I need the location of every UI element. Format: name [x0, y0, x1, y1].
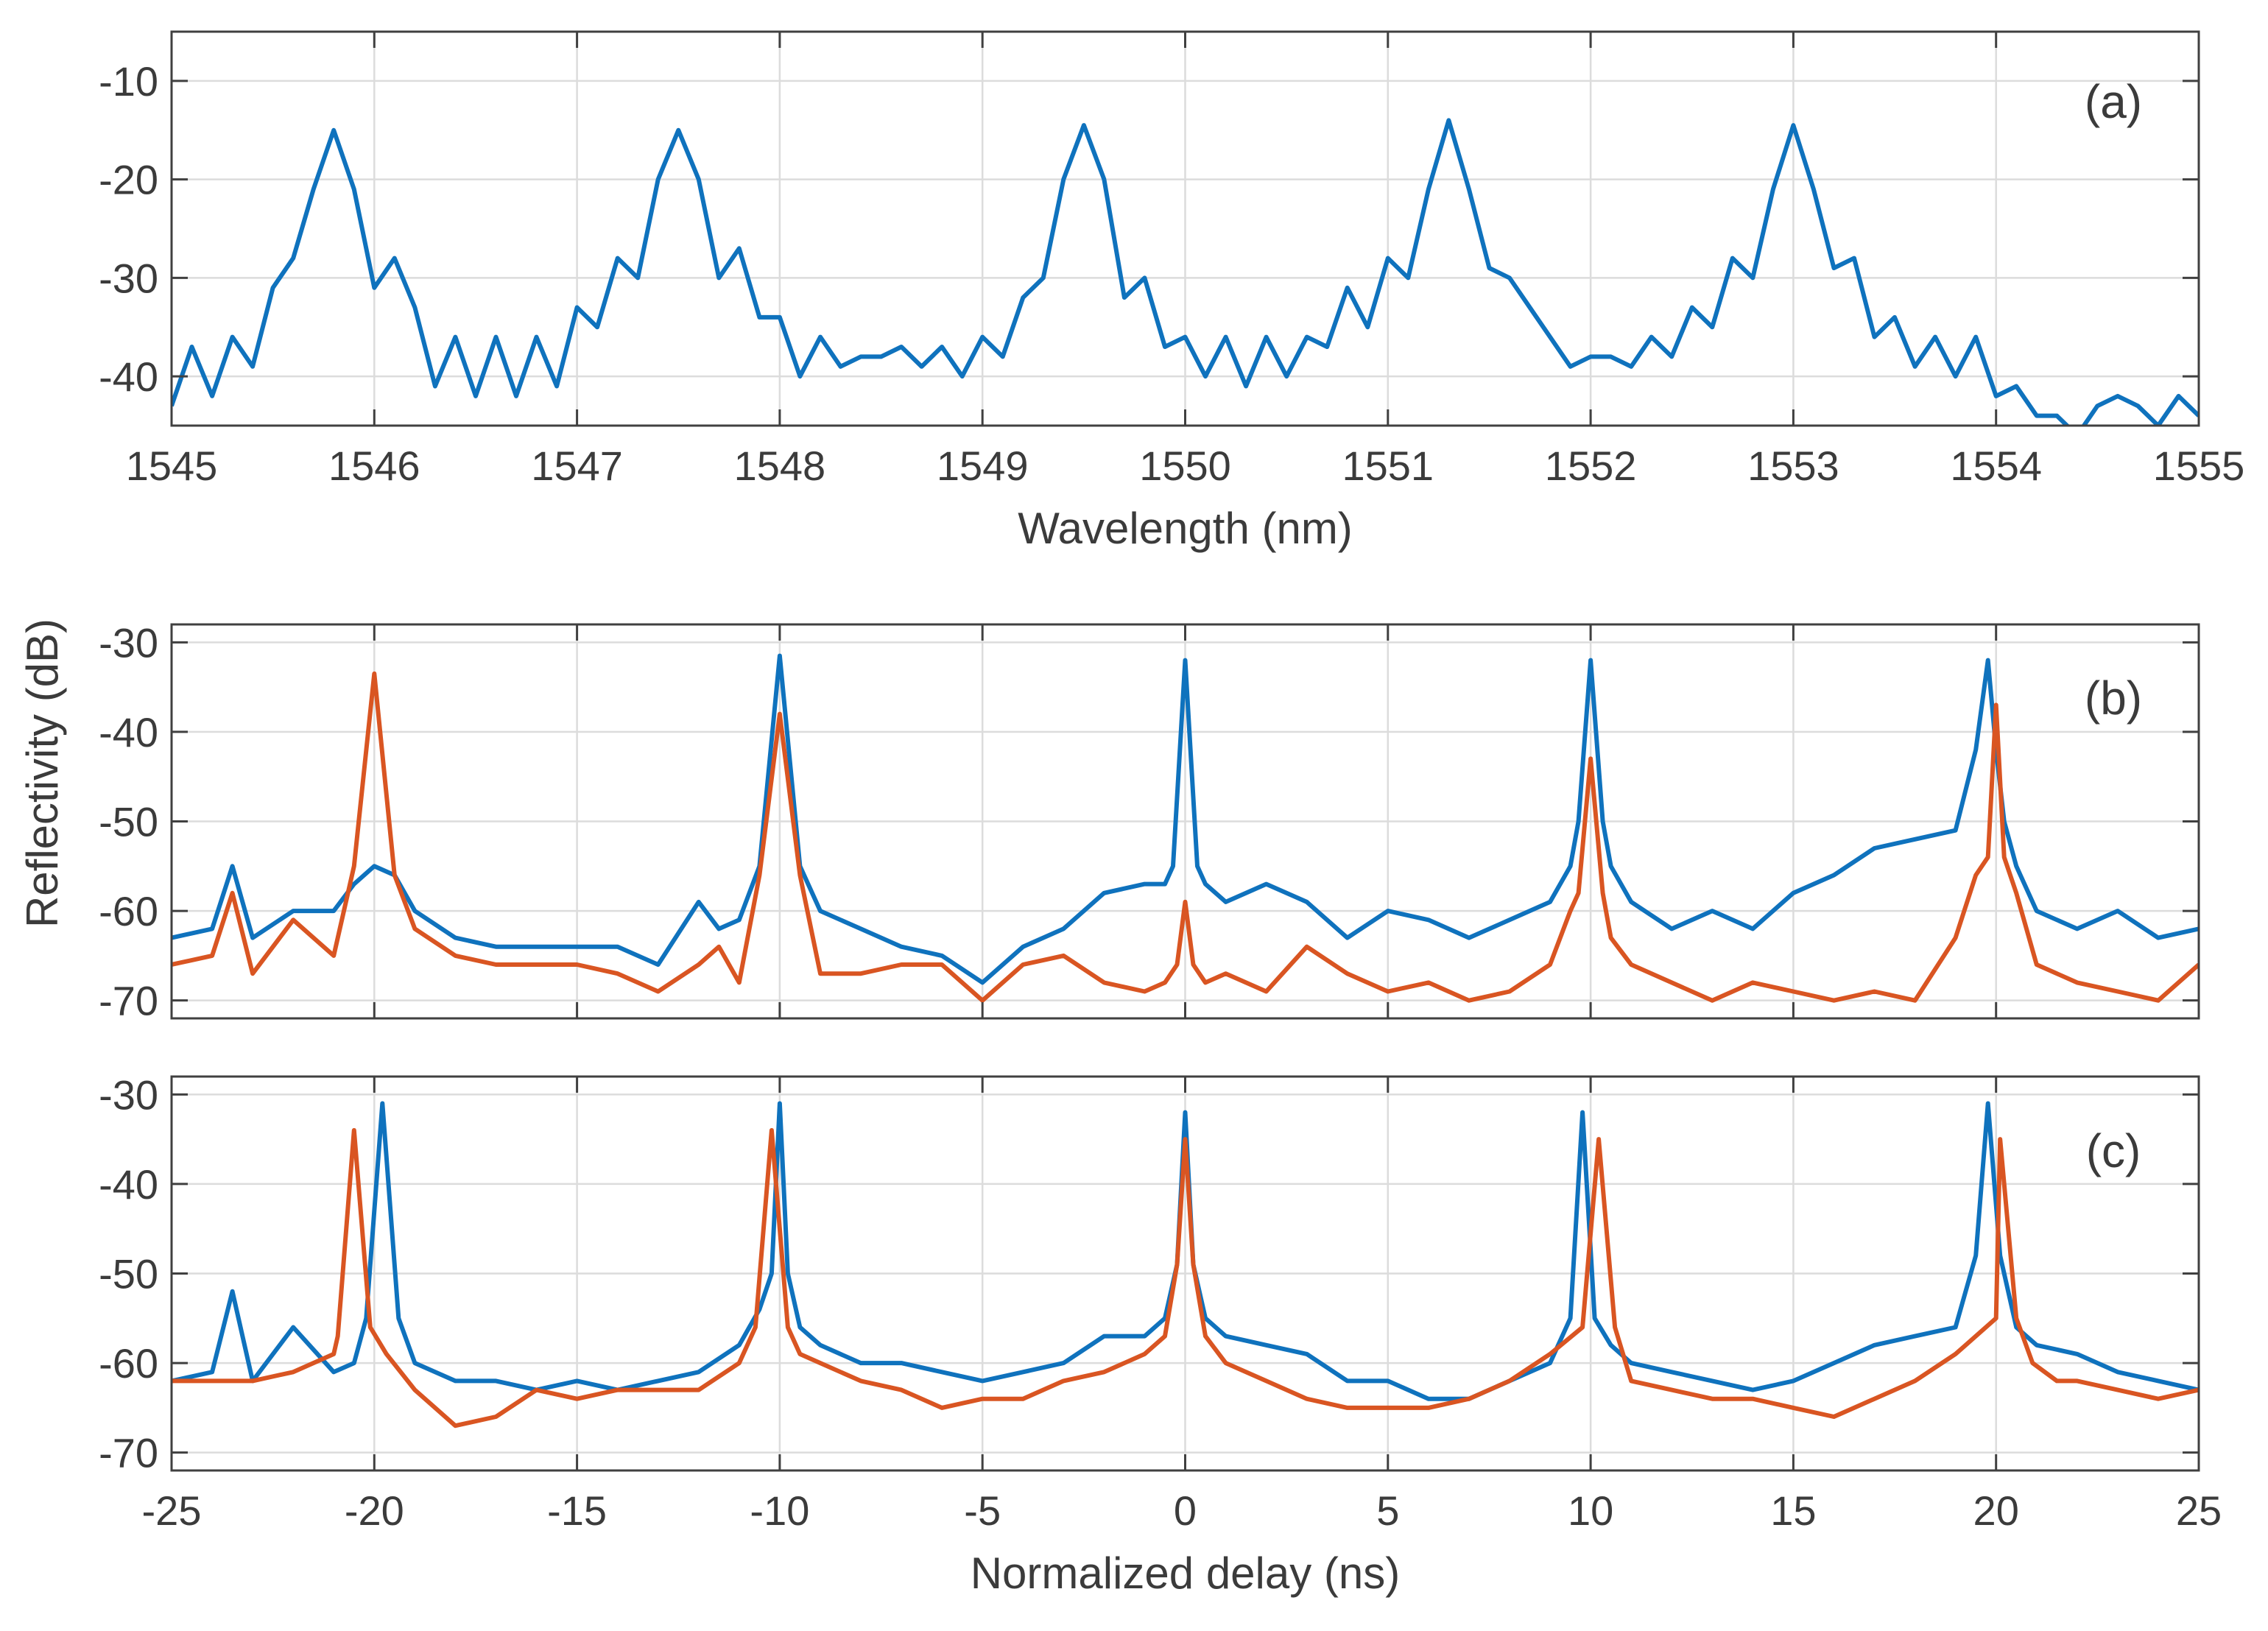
x-tick-label: 1547 [531, 443, 623, 489]
y-tick-label: -20 [99, 157, 158, 203]
series-line-2 [172, 1128, 2199, 1429]
y-tick-label: -30 [99, 619, 158, 666]
y-tick-label: -40 [99, 709, 158, 755]
x-tick-label: 1546 [328, 443, 420, 489]
series-line-1 [172, 653, 2199, 985]
x-tick-label: 1553 [1747, 443, 1839, 489]
panel-label: (a) [2085, 75, 2142, 128]
y-tick-label: -50 [99, 799, 158, 845]
x-tick-label: -5 [964, 1487, 1001, 1534]
shared-y-axis-label: Reflectivity (dB) [18, 619, 67, 928]
y-tick-label: -70 [99, 978, 158, 1024]
x-tick-label: 1550 [1139, 443, 1231, 489]
series-group [172, 653, 2199, 1003]
x-tick-label: 1549 [937, 443, 1029, 489]
panel-c: -25 -20 -15 -10 -5 0 5 10 15 20 25-70-60-50-40-30N… [99, 1071, 2222, 1598]
x-tick-label: 1554 [1950, 443, 2042, 489]
x-tick-label: 20 [1973, 1487, 2019, 1534]
x-tick-label: 5 [1376, 1487, 1399, 1534]
y-tick-label: -30 [99, 255, 158, 301]
x-tick-label: 0 [1174, 1487, 1197, 1534]
x-tick-label: -20 [345, 1487, 404, 1534]
y-tick-label: -10 [99, 58, 158, 105]
y-tick-label: -50 [99, 1251, 158, 1297]
x-tick-label: 1551 [1342, 443, 1434, 489]
y-tick-label: -70 [99, 1430, 158, 1476]
x-tick-label: -10 [750, 1487, 809, 1534]
x-tick-label: 1552 [1545, 443, 1637, 489]
x-tick-label: 1548 [734, 443, 826, 489]
x-axis-label: Normalized delay (ns) [971, 1549, 1401, 1598]
x-tick-label: 1545 [126, 443, 218, 489]
panel-a: 1545 1546 1547 1548 1549 1550 1551 1552 1553 1554… [99, 30, 2245, 553]
y-tick-label: -40 [99, 353, 158, 400]
panel-b: -70 -60 -50 -40 -30 (b) [99, 619, 2200, 1024]
x-tick-label: -15 [547, 1487, 607, 1534]
x-tick-label: 10 [1568, 1487, 1613, 1534]
y-tick-label: -60 [99, 888, 158, 934]
y-tick-label: -60 [99, 1340, 158, 1387]
series-line-1 [172, 118, 2199, 426]
x-tick-label: 1555 [2153, 443, 2245, 489]
x-tick-label: -25 [142, 1487, 202, 1534]
y-tick-label: -40 [99, 1161, 158, 1208]
panel-label: (c) [2086, 1124, 2141, 1177]
panel-label: (b) [2085, 672, 2142, 725]
series-group [172, 118, 2199, 426]
series-line-2 [172, 671, 2199, 1003]
y-tick-label: -30 [99, 1071, 158, 1118]
series-group [172, 1101, 2199, 1429]
x-axis-label: Wavelength (nm) [1018, 504, 1353, 553]
x-tick-label: 15 [1770, 1487, 1816, 1534]
x-tick-label: 25 [2176, 1487, 2222, 1534]
